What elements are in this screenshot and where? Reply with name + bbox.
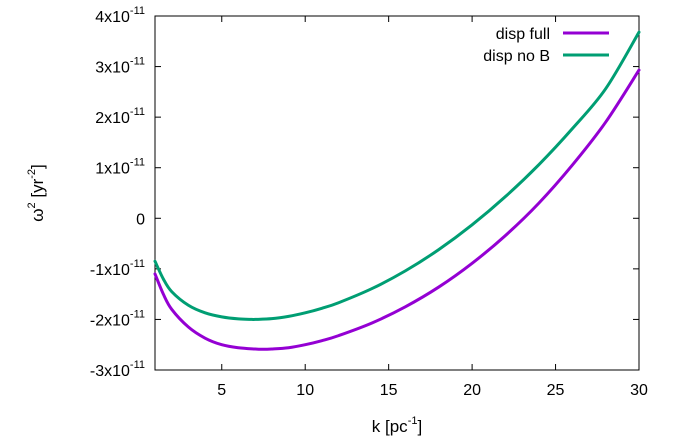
series-line-disp-no-b [153,30,641,322]
x-tick-label: 30 [630,382,648,399]
x-tick-label: 20 [463,382,481,399]
y-tick-label: -1x10-11 [90,258,145,279]
series-lines [153,30,641,351]
legend: disp full disp no B [483,26,609,65]
y-tick-label: 1x10-11 [95,157,145,178]
y-tick-label: -2x10-11 [90,308,145,329]
x-tick-label: 25 [547,382,565,399]
x-axis-label: k [pc-1] [372,415,422,436]
legend-label-disp-no-b: disp no B [483,48,550,65]
x-tick-label: 5 [217,382,226,399]
y-tick-label: -3x10-11 [90,359,145,380]
x-axis-ticks: 5 10 15 20 25 30 [217,16,648,399]
x-tick-label: 10 [296,382,314,399]
legend-label-disp-full: disp full [496,26,550,43]
y-axis-ticks: -3x10-11 -2x10-11 -1x10-11 0 1x10-11 2x10-11 3… [90,5,639,380]
series-line-disp-full [153,68,641,351]
y-tick-label: 0 [136,211,145,228]
y-axis-label: ω2 [yr-2] [26,164,47,222]
y-tick-label: 3x10-11 [95,56,145,77]
plot-frame [154,15,640,371]
y-tick-label: 2x10-11 [95,106,145,127]
x-tick-label: 15 [380,382,398,399]
y-tick-label: 4x10-11 [95,5,145,26]
